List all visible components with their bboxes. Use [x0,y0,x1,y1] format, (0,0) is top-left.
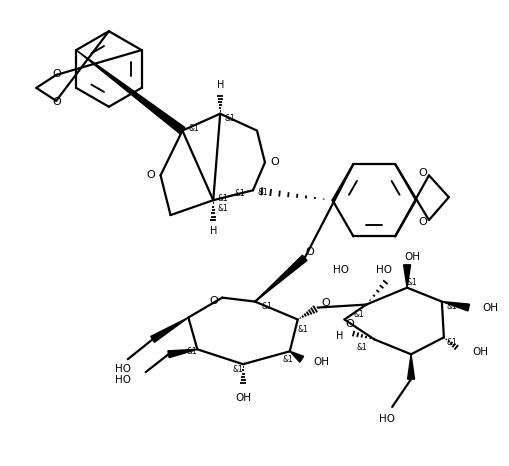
Text: &1: &1 [258,188,268,197]
Polygon shape [76,50,185,134]
Text: &1: &1 [353,310,364,319]
Text: &1: &1 [225,114,236,123]
Text: H: H [336,331,343,342]
Text: OH: OH [235,393,251,403]
Text: HO: HO [115,364,131,374]
Text: &1: &1 [297,325,308,334]
Text: O: O [53,97,62,107]
Text: &1: &1 [189,124,200,133]
Text: O: O [418,168,428,178]
Polygon shape [168,350,197,358]
Text: HO: HO [379,414,395,424]
Text: OH: OH [404,252,420,262]
Text: H: H [210,226,217,236]
Text: O: O [146,171,155,180]
Polygon shape [151,317,188,343]
Polygon shape [290,351,304,362]
Text: HO: HO [115,375,131,385]
Text: HO: HO [376,265,392,275]
Text: OH: OH [314,357,330,367]
Text: &1: &1 [446,338,457,347]
Text: H: H [216,80,224,90]
Polygon shape [442,302,469,311]
Text: &1: &1 [407,278,417,287]
Text: &1: &1 [282,355,293,364]
Text: O: O [321,298,330,308]
Text: O: O [345,320,354,329]
Text: O: O [210,295,219,306]
Text: &1: &1 [357,343,367,352]
Polygon shape [404,265,411,288]
Polygon shape [408,354,414,379]
Polygon shape [255,255,307,302]
Text: O: O [305,247,314,257]
Text: &1: &1 [218,204,229,212]
Text: &1: &1 [233,365,243,374]
Text: OH: OH [483,302,499,313]
Text: O: O [418,217,428,227]
Text: O: O [270,158,279,167]
Text: &1: &1 [262,302,272,311]
Text: &1: &1 [446,302,457,311]
Text: OH: OH [473,347,489,357]
Text: O: O [53,69,62,79]
Text: &1: &1 [187,347,198,356]
Text: &1: &1 [218,194,229,203]
Text: &1: &1 [235,189,245,198]
Text: HO: HO [333,265,350,275]
